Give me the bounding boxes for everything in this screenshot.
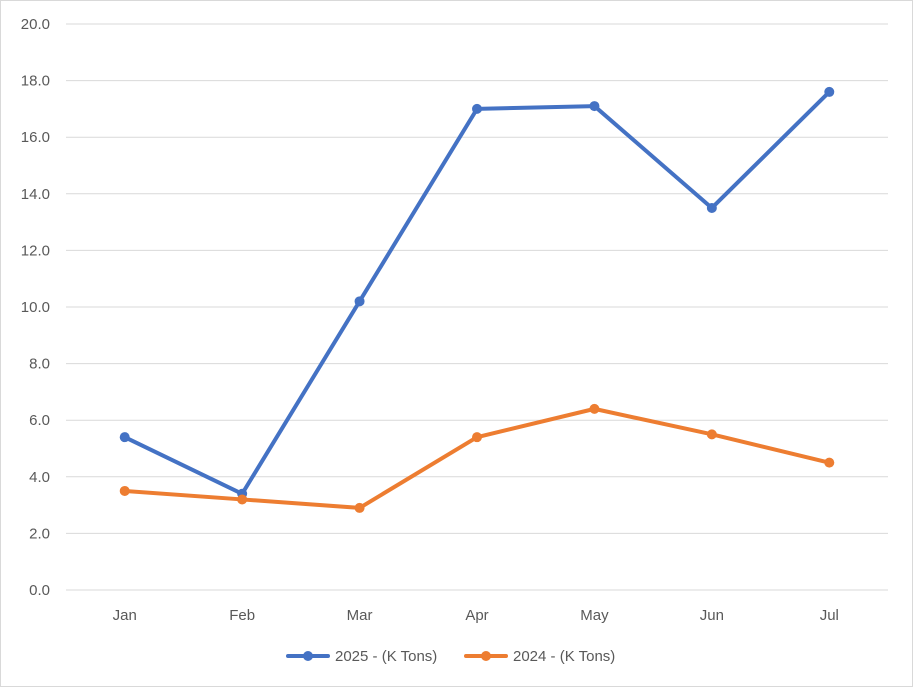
data-point [237, 494, 248, 505]
y-tick-label: 0.0 [29, 582, 50, 599]
x-axis-tick-labels: Jan Feb Mar Apr May Jun Jul [113, 607, 839, 624]
series-line [122, 406, 832, 510]
legend-entry: 2025 - (K Tons) [286, 648, 437, 665]
data-point [472, 103, 482, 114]
y-tick-label: 4.0 [29, 469, 50, 486]
legend-label: 2025 - (K Tons) [335, 648, 437, 665]
legend-swatch-marker [481, 651, 491, 661]
y-tick-label: 16.0 [21, 129, 50, 146]
x-tick-label: Apr [465, 607, 488, 624]
data-point [119, 485, 130, 496]
y-tick-label: 18.0 [21, 73, 50, 90]
legend-label: 2024 - (K Tons) [513, 648, 615, 665]
x-tick-label: Jun [700, 607, 724, 624]
data-point [824, 86, 835, 97]
data-point [824, 457, 835, 468]
legend-swatch-marker [303, 651, 313, 661]
data-point [589, 101, 600, 112]
y-axis-tick-labels: 0.0 2.0 4.0 6.0 8.0 10.0 12.0 14.0 16.0 18.0 20.0 [21, 16, 50, 599]
x-tick-label: Feb [229, 607, 255, 624]
data-point [706, 202, 717, 213]
data-point [472, 432, 482, 443]
series-lines [119, 86, 835, 513]
y-tick-label: 12.0 [21, 242, 50, 259]
series-1 [119, 403, 835, 513]
legend: 2025 - (K Tons) 2024 - (K Tons) [286, 648, 615, 665]
data-point [119, 432, 130, 443]
x-tick-label: Jul [820, 607, 839, 624]
x-tick-label: May [580, 607, 609, 624]
data-point [589, 403, 600, 414]
legend-entry: 2024 - (K Tons) [464, 648, 615, 665]
y-tick-label: 20.0 [21, 16, 50, 33]
y-tick-label: 10.0 [21, 299, 50, 316]
data-point [706, 429, 717, 440]
data-point [354, 502, 365, 513]
x-tick-label: Jan [113, 607, 137, 624]
x-tick-label: Mar [347, 607, 373, 624]
data-point [354, 296, 365, 307]
y-tick-label: 14.0 [21, 186, 50, 203]
y-tick-label: 8.0 [29, 356, 50, 373]
y-tick-label: 2.0 [29, 525, 50, 542]
y-tick-label: 6.0 [29, 412, 50, 429]
series-0 [119, 86, 835, 499]
